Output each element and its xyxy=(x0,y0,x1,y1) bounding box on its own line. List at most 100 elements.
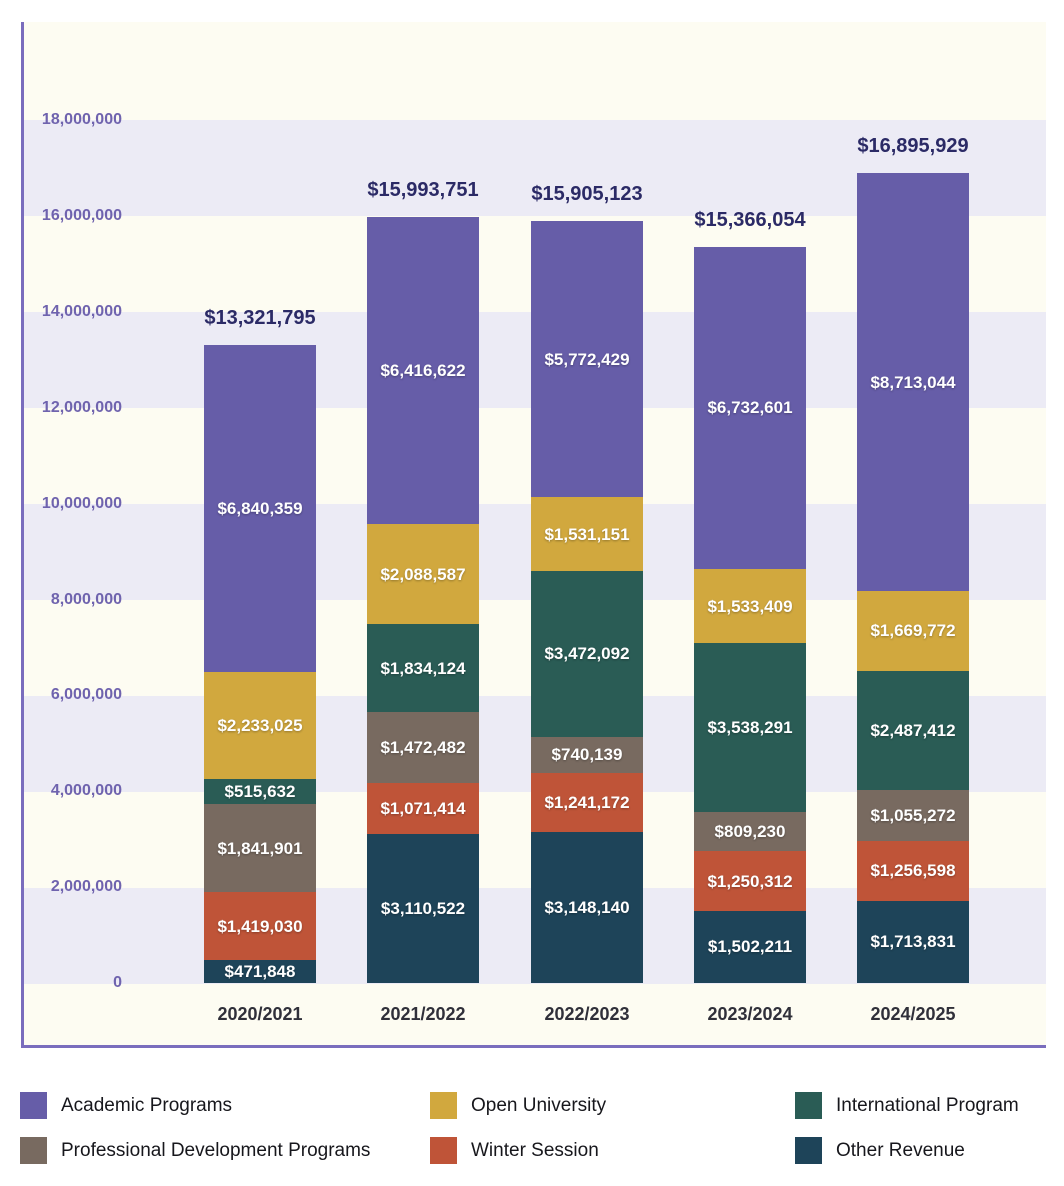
x-axis-label-2021-2022: 2021/2022 xyxy=(380,1004,466,1024)
segment-winter-session: $1,071,414 xyxy=(367,782,479,834)
segment-open-university: $2,088,587 xyxy=(367,524,479,625)
segment-professional-development-programs: $1,841,901 xyxy=(204,804,316,893)
segment-value-label: $1,055,272 xyxy=(870,805,956,825)
segment-value-label: $1,834,124 xyxy=(380,658,466,678)
segment-academic-programs: $6,416,622 xyxy=(367,216,479,525)
y-axis-tick-2000000: 2,000,000 xyxy=(50,878,122,896)
legend-swatch-other-revenue xyxy=(795,1137,822,1164)
segment-professional-development-programs: $1,472,482 xyxy=(367,712,479,783)
segment-open-university: $2,233,025 xyxy=(204,672,316,780)
legend-label: Professional Development Programs xyxy=(61,1140,371,1161)
segment-winter-session: $1,250,312 xyxy=(694,851,806,911)
segment-other-revenue: $1,502,211 xyxy=(694,910,806,983)
y-axis-tick-4000000: 4,000,000 xyxy=(50,782,122,800)
y-axis-tick-10000000: 10,000,000 xyxy=(41,494,122,512)
segment-open-university: $1,533,409 xyxy=(694,569,806,643)
segment-value-label: $8,713,044 xyxy=(870,372,956,392)
segment-value-label: $1,502,211 xyxy=(707,937,793,957)
segment-value-label: $2,487,412 xyxy=(870,720,956,740)
segment-value-label: $3,110,522 xyxy=(380,898,466,918)
segment-international-program: $1,834,124 xyxy=(367,624,479,713)
y-axis-tick-0: 0 xyxy=(113,974,122,991)
segment-value-label: $1,419,030 xyxy=(217,916,303,936)
segment-value-label: $515,632 xyxy=(224,782,296,802)
bar-2020-2021: $6,840,359 $2,233,025 $515,632 $1,841,901 $1… xyxy=(204,344,316,983)
segment-value-label: $1,256,598 xyxy=(870,861,956,881)
legend-swatch-academic-programs xyxy=(20,1092,47,1119)
legend-label: Academic Programs xyxy=(61,1095,233,1116)
segment-value-label: $471,848 xyxy=(224,962,296,982)
y-axis-tick-14000000: 14,000,000 xyxy=(41,303,122,321)
segment-other-revenue: $3,110,522 xyxy=(367,833,479,983)
segment-professional-development-programs: $1,055,272 xyxy=(857,790,969,841)
segment-professional-development-programs: $809,230 xyxy=(694,812,806,852)
legend-item-open-university: Open University xyxy=(430,1092,606,1119)
segment-international-program: $3,472,092 xyxy=(531,570,643,738)
legend-label: Other Revenue xyxy=(836,1140,965,1161)
segment-value-label: $1,713,831 xyxy=(870,932,956,952)
segment-winter-session: $1,241,172 xyxy=(531,772,643,833)
segment-open-university: $1,531,151 xyxy=(531,497,643,571)
bar-total-label-2022-2023: $15,905,123 xyxy=(531,182,643,205)
segment-international-program: $515,632 xyxy=(204,779,316,805)
y-axis-tick-8000000: 8,000,000 xyxy=(50,590,122,608)
segment-open-university: $1,669,772 xyxy=(857,590,969,671)
legend-label: International Program xyxy=(836,1095,1019,1116)
bar-2021-2022: $6,416,622 $2,088,587 $1,834,124 $1,472,482… xyxy=(367,216,479,983)
segment-international-program: $2,487,412 xyxy=(857,670,969,791)
bar-total-label-2021-2022: $15,993,751 xyxy=(367,178,479,201)
segment-value-label: $1,669,772 xyxy=(870,621,956,641)
legend-item-other-revenue: Other Revenue xyxy=(795,1137,965,1164)
legend-item-winter-session: Winter Session xyxy=(430,1137,599,1164)
segment-value-label: $1,241,172 xyxy=(544,792,630,812)
segment-value-label: $2,088,587 xyxy=(380,564,466,584)
segment-value-label: $1,841,901 xyxy=(217,838,303,858)
bar-total-label-2020-2021: $13,321,795 xyxy=(204,306,316,329)
segment-value-label: $1,472,482 xyxy=(380,737,466,757)
segment-value-label: $740,139 xyxy=(551,745,623,765)
legend-swatch-professional-development-programs xyxy=(20,1137,47,1164)
segment-value-label: $809,230 xyxy=(714,822,786,842)
bar-total-label-2023-2024: $15,366,054 xyxy=(694,208,806,231)
segment-international-program: $3,538,291 xyxy=(694,642,806,813)
x-axis-label-2020-2021: 2020/2021 xyxy=(217,1004,303,1024)
legend-label: Open University xyxy=(471,1095,607,1116)
segment-value-label: $1,533,409 xyxy=(707,596,793,616)
segment-value-label: $6,840,359 xyxy=(217,499,303,518)
segment-other-revenue: $471,848 xyxy=(204,960,316,983)
segment-academic-programs: $6,840,359 xyxy=(204,344,316,673)
segment-value-label: $2,233,025 xyxy=(217,716,303,736)
x-axis-label-2023-2024: 2023/2024 xyxy=(707,1004,793,1024)
legend-swatch-international-program xyxy=(795,1092,822,1119)
legend-swatch-open-university xyxy=(430,1092,457,1119)
segment-value-label: $3,472,092 xyxy=(544,644,630,664)
bar-total-label-2024-2025: $16,895,929 xyxy=(857,135,969,158)
segment-winter-session: $1,256,598 xyxy=(857,840,969,901)
bar-2023-2024: $6,732,601 $1,533,409 $3,538,291 $809,230 $1… xyxy=(694,246,806,983)
segment-value-label: $5,772,429 xyxy=(544,349,630,369)
y-axis-tick-18000000: 18,000,000 xyxy=(41,111,122,129)
segment-value-label: $1,531,151 xyxy=(544,524,630,544)
segment-academic-programs: $6,732,601 xyxy=(694,246,806,570)
segment-other-revenue: $3,148,140 xyxy=(531,832,643,983)
segment-value-label: $3,148,140 xyxy=(544,898,630,917)
y-axis-tick-6000000: 6,000,000 xyxy=(50,686,122,704)
segment-value-label: $1,071,414 xyxy=(380,798,466,818)
legend-item-professional-development-programs: Professional Development Programs xyxy=(20,1137,370,1164)
x-axis-label-2022-2023: 2022/2023 xyxy=(544,1004,630,1024)
segment-academic-programs: $5,772,429 xyxy=(531,220,643,498)
segment-winter-session: $1,419,030 xyxy=(204,892,316,961)
segment-professional-development-programs: $740,139 xyxy=(531,737,643,773)
segment-value-label: $3,538,291 xyxy=(707,718,793,738)
legend-swatch-winter-session xyxy=(430,1137,457,1164)
legend-item-academic-programs: Academic Programs xyxy=(20,1092,232,1119)
segment-academic-programs: $8,713,044 xyxy=(857,173,969,591)
x-axis-label-2024-2025: 2024/2025 xyxy=(870,1004,956,1024)
bar-2024-2025: $8,713,044 $1,669,772 $2,487,412 $1,055,272… xyxy=(857,173,969,983)
legend-item-international-program: International Program xyxy=(795,1092,1019,1119)
segment-other-revenue: $1,713,831 xyxy=(857,900,969,983)
y-axis-tick-16000000: 16,000,000 xyxy=(41,207,122,225)
segment-value-label: $1,250,312 xyxy=(707,871,793,891)
y-axis-tick-12000000: 12,000,000 xyxy=(41,398,122,416)
